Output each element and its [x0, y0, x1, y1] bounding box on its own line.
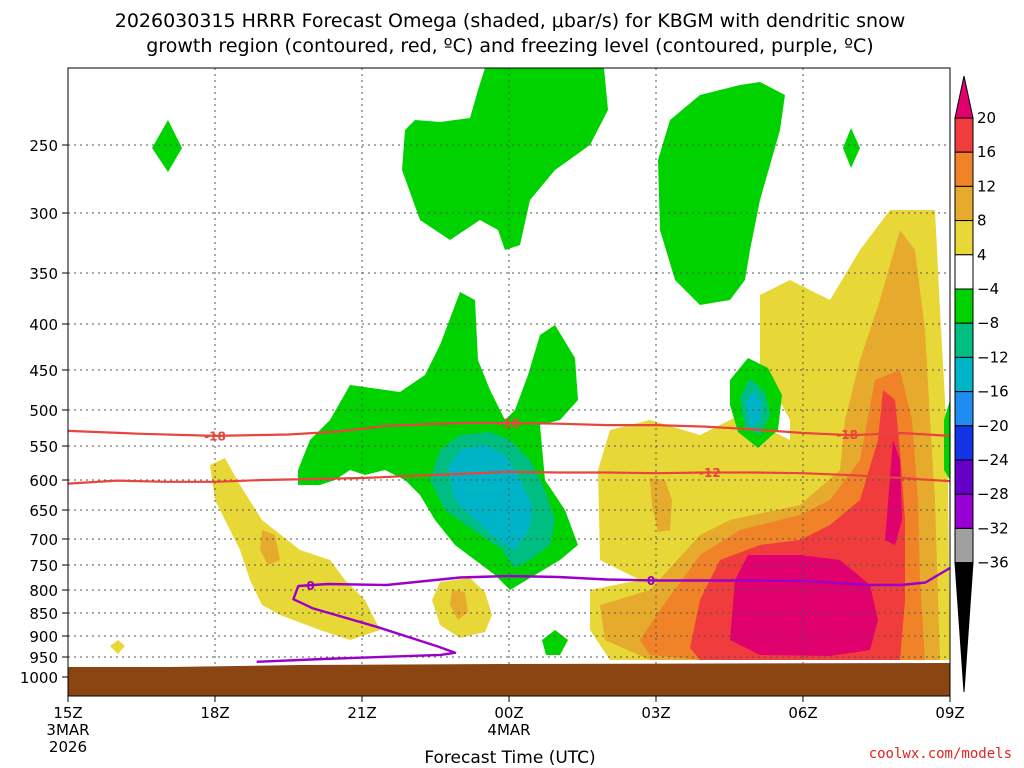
- dgz-contour-label: -18: [836, 428, 858, 442]
- colorbar-level-label: −28: [977, 485, 1009, 503]
- y-tick-label: 650: [29, 502, 58, 520]
- colorbar-swatch: [954, 151, 974, 187]
- colorbar-swatch: [954, 391, 974, 427]
- colorbar-swatch: [954, 322, 974, 358]
- colorbar-level-label: −24: [977, 451, 1009, 469]
- freezing-level-label: 0: [306, 579, 314, 593]
- y-tick-label: 400: [29, 316, 58, 334]
- omega-region-20: [885, 440, 902, 545]
- credit-text: coolwx.com/models: [869, 746, 1012, 762]
- colorbar-level-label: −32: [977, 519, 1009, 537]
- omega-region-minus-4: [843, 128, 860, 168]
- grid-lines: [68, 68, 950, 696]
- y-tick-label: 500: [29, 402, 58, 420]
- x-tick-label: 09Z: [935, 704, 964, 722]
- freezing-level-line: [256, 574, 804, 663]
- x-tick-year-label: 2026: [49, 738, 87, 756]
- colorbar-level-label: 8: [977, 212, 987, 230]
- y-tick-label: 900: [29, 628, 58, 646]
- y-tick-label: 1000: [20, 669, 58, 687]
- omega-region-minus-4: [658, 82, 785, 305]
- x-axis-title: Forecast Time (UTC): [424, 748, 595, 768]
- omega-region-minus-4: [402, 68, 608, 250]
- y-tick-label: 350: [29, 265, 58, 283]
- dgz-contour-label: -18: [498, 416, 520, 430]
- omega-region-minus-4: [152, 120, 182, 172]
- x-tick-label: 00Z: [494, 704, 523, 722]
- x-tick-label: 18Z: [200, 704, 229, 722]
- y-tick-label: 850: [29, 605, 58, 623]
- y-tick-label: 750: [29, 557, 58, 575]
- omega-region-4: [210, 458, 380, 640]
- omega-shading: [110, 68, 950, 660]
- colorbar-level-label: −12: [977, 348, 1009, 366]
- plot-area: -18 -18 -18 -12 0 0: [68, 68, 950, 696]
- omega-region-minus-4: [944, 400, 950, 480]
- x-tick-label: 21Z: [347, 704, 376, 722]
- colorbar-swatch: [954, 356, 974, 393]
- dgz-contour-line: [68, 470, 950, 485]
- colorbar-level-label: 20: [977, 109, 996, 127]
- colorbar-level-label: 16: [977, 143, 996, 161]
- y-tick-label: 700: [29, 531, 58, 549]
- omega-region-4: [110, 640, 125, 654]
- colorbar-swatch: [954, 459, 974, 495]
- freezing-level-line: [802, 566, 950, 587]
- freezing-level-label: 0: [647, 574, 655, 588]
- contours: -18 -18 -18 -12 0 0: [68, 416, 950, 663]
- colorbar-level-label: 12: [977, 177, 996, 195]
- colorbar-swatch: [954, 185, 974, 222]
- colorbar-swatch: [954, 527, 974, 564]
- colorbar-arrow-bottom: [954, 562, 974, 693]
- dgz-contour-label: -12: [699, 466, 721, 480]
- colorbar-level-label: −8: [977, 314, 999, 332]
- chart-title-line-2: growth region (contoured, red, ºC) and f…: [146, 35, 873, 57]
- omega-region-8: [450, 590, 468, 620]
- x-tick-label: 15Z: [53, 704, 82, 722]
- colorbar-swatch: [954, 493, 974, 529]
- colorbar-level-label: −20: [977, 417, 1009, 435]
- colorbar-level-label: −16: [977, 383, 1009, 401]
- y-tick-label: 250: [29, 137, 58, 155]
- colorbar-level-label: −36: [977, 554, 1009, 572]
- colorbar-level-label: −4: [977, 280, 999, 298]
- ground-fill: [68, 663, 950, 696]
- dgz-contour-line: [68, 421, 950, 438]
- colorbar-arrow-top: [954, 75, 974, 119]
- x-tick-label: 03Z: [641, 704, 670, 722]
- y-tick-label: 950: [29, 649, 58, 667]
- omega-region-minus-12: [746, 390, 762, 428]
- y-tick-label: 450: [29, 362, 58, 380]
- colorbar-swatch: [954, 254, 974, 290]
- omega-region-8: [260, 530, 280, 565]
- x-tick-date-label: 3MAR: [46, 721, 89, 739]
- dgz-contour-label: -18: [204, 429, 226, 443]
- y-tick-label: 550: [29, 438, 58, 456]
- colorbar-level-label: 4: [977, 246, 987, 264]
- colorbar-swatch: [954, 288, 974, 324]
- colorbar: 20 16 12 8 4 −4 −8 −12 −16 −20 −24 −28 −32 −36: [954, 75, 1009, 693]
- y-tick-label: 600: [29, 472, 58, 490]
- y-tick-label: 800: [29, 582, 58, 600]
- y-axis: 250 300 350 400 450 500 550 600 650 700 750 800 850 9…: [20, 137, 68, 687]
- x-tick-label: 06Z: [788, 704, 817, 722]
- colorbar-swatch: [954, 220, 974, 256]
- colorbar-swatch: [954, 425, 974, 461]
- x-tick-date-label: 4MAR: [487, 721, 530, 739]
- chart-title-line-1: 2026030315 HRRR Forecast Omega (shaded, …: [115, 10, 906, 32]
- colorbar-swatch: [954, 117, 974, 153]
- y-tick-label: 300: [29, 205, 58, 223]
